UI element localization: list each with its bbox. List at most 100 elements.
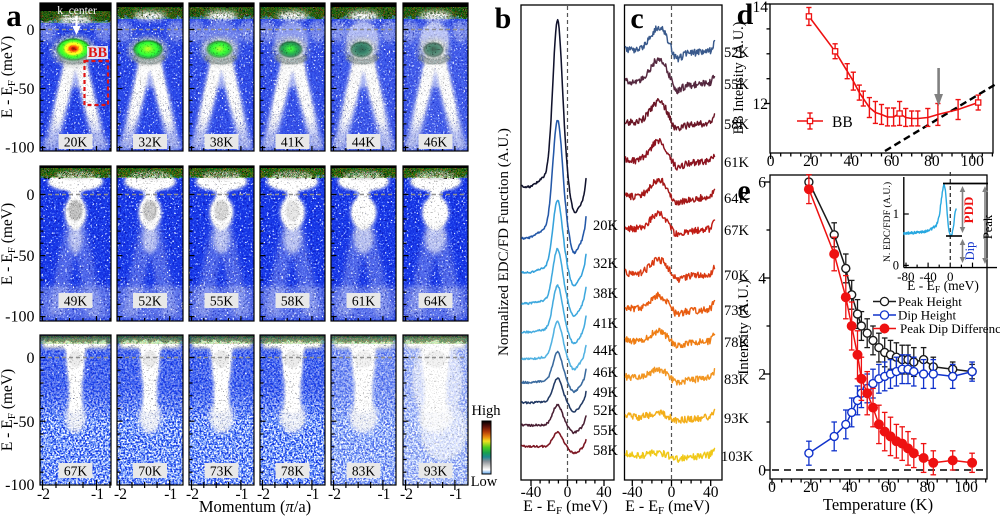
- svg-text:32K: 32K: [138, 135, 162, 150]
- svg-text:60: 60: [881, 479, 897, 496]
- svg-text:e: e: [737, 174, 750, 207]
- svg-text:80: 80: [920, 479, 936, 496]
- svg-text:4: 4: [758, 271, 766, 288]
- svg-text:58K: 58K: [724, 117, 750, 133]
- svg-text:0: 0: [768, 479, 776, 496]
- svg-text:E - EF (meV): E - EF (meV): [0, 36, 18, 118]
- svg-text:-50: -50: [13, 81, 34, 98]
- svg-text:44K: 44K: [352, 135, 376, 150]
- svg-text:41K: 41K: [593, 316, 619, 332]
- svg-text:-100: -100: [5, 309, 34, 326]
- svg-text:-2: -2: [114, 486, 127, 503]
- svg-text:103K: 103K: [721, 449, 754, 465]
- svg-text:0: 0: [758, 463, 766, 480]
- svg-text:-40: -40: [622, 484, 643, 501]
- svg-text:38K: 38K: [210, 135, 234, 150]
- svg-text:-2: -2: [328, 486, 341, 503]
- svg-text:58K: 58K: [281, 294, 305, 309]
- svg-text:0: 0: [27, 22, 35, 39]
- svg-text:78K: 78K: [724, 335, 750, 351]
- svg-text:55K: 55K: [210, 294, 234, 309]
- svg-text:14: 14: [753, 0, 769, 16]
- svg-text:41K: 41K: [281, 135, 305, 150]
- svg-text:-2: -2: [400, 486, 413, 503]
- svg-text:55K: 55K: [593, 423, 619, 439]
- svg-text:58K: 58K: [593, 443, 619, 459]
- svg-text:-1: -1: [377, 486, 390, 503]
- svg-text:-1: -1: [164, 486, 177, 503]
- svg-text:49K: 49K: [64, 294, 88, 309]
- svg-text:c: c: [630, 2, 643, 35]
- svg-text:80: 80: [924, 153, 940, 170]
- svg-text:N. EDC/FDF (A.U.): N. EDC/FDF (A.U.): [882, 182, 893, 262]
- svg-text:-2: -2: [186, 486, 199, 503]
- svg-text:Peak Height: Peak Height: [898, 294, 962, 309]
- svg-text:64K: 64K: [724, 191, 750, 207]
- svg-text:-40: -40: [521, 484, 542, 501]
- svg-text:-2: -2: [37, 486, 50, 503]
- svg-text:78K: 78K: [281, 464, 305, 479]
- svg-text:2: 2: [758, 367, 766, 384]
- svg-text:100: 100: [961, 153, 985, 170]
- svg-text:20K: 20K: [593, 218, 619, 234]
- svg-text:0: 0: [767, 153, 775, 170]
- svg-text:-1: -1: [91, 486, 104, 503]
- svg-text:-50: -50: [13, 248, 34, 265]
- svg-text:0: 0: [564, 484, 572, 501]
- svg-text:40: 40: [843, 153, 859, 170]
- svg-text:E - EF (meV): E - EF (meV): [0, 369, 18, 451]
- svg-text:Dip Height: Dip Height: [898, 308, 957, 323]
- svg-text:-80: -80: [897, 269, 914, 284]
- svg-text:61K: 61K: [724, 155, 750, 171]
- svg-text:E - EF (meV): E - EF (meV): [523, 498, 608, 517]
- svg-text:67K: 67K: [724, 223, 750, 239]
- svg-text:a: a: [6, 0, 22, 33]
- svg-text:61K: 61K: [352, 294, 376, 309]
- svg-text:1: 1: [893, 207, 899, 221]
- svg-text:E - EF (meV): E - EF (meV): [625, 498, 710, 517]
- svg-text:Normalized EDC/FD Function (A.: Normalized EDC/FD Function (A.U.): [496, 128, 512, 356]
- svg-text:Momentum (π/a): Momentum (π/a): [199, 497, 311, 516]
- svg-text:E - EF (meV): E - EF (meV): [0, 203, 18, 285]
- svg-text:Intensity (A.U.): Intensity (A.U.): [736, 279, 752, 374]
- svg-text:Peak Dip Difference: Peak Dip Difference: [900, 321, 1000, 336]
- svg-text:0: 0: [947, 269, 954, 284]
- svg-text:40: 40: [596, 484, 612, 501]
- svg-text:-1: -1: [449, 486, 462, 503]
- svg-text:52K: 52K: [138, 294, 162, 309]
- svg-text:70K: 70K: [724, 268, 750, 284]
- svg-text:-2: -2: [257, 486, 270, 503]
- svg-text:-40: -40: [919, 269, 936, 284]
- svg-text:73K: 73K: [210, 464, 234, 479]
- svg-text:49K: 49K: [593, 385, 619, 401]
- svg-text:Peak: Peak: [981, 214, 995, 239]
- svg-text:52K: 52K: [724, 45, 750, 61]
- svg-text:PDD: PDD: [961, 197, 976, 224]
- svg-text:BB: BB: [88, 45, 108, 61]
- svg-text:12: 12: [753, 96, 769, 113]
- svg-text:E - EF (meV): E - EF (meV): [907, 278, 979, 296]
- svg-text:-50: -50: [13, 414, 34, 431]
- svg-text:k_center: k_center: [57, 5, 97, 17]
- svg-text:93K: 93K: [724, 411, 750, 427]
- svg-text:60: 60: [884, 153, 900, 170]
- svg-text:-1: -1: [235, 486, 248, 503]
- svg-text:38K: 38K: [593, 286, 619, 302]
- svg-text:52K: 52K: [593, 403, 619, 419]
- svg-text:0: 0: [27, 350, 35, 367]
- svg-text:0: 0: [668, 484, 676, 501]
- svg-text:BB: BB: [832, 114, 853, 131]
- svg-text:d: d: [737, 0, 754, 31]
- svg-text:High: High: [472, 403, 502, 419]
- svg-text:83K: 83K: [724, 372, 750, 388]
- svg-text:100: 100: [955, 479, 979, 496]
- svg-text:32K: 32K: [593, 256, 619, 272]
- svg-text:Low: Low: [471, 474, 498, 490]
- svg-text:40: 40: [703, 484, 719, 501]
- svg-text:67K: 67K: [64, 464, 88, 479]
- svg-text:64K: 64K: [424, 294, 448, 309]
- svg-text:44K: 44K: [593, 343, 619, 359]
- svg-text:-100: -100: [5, 140, 34, 157]
- svg-text:-1: -1: [306, 486, 319, 503]
- svg-text:b: b: [495, 2, 512, 35]
